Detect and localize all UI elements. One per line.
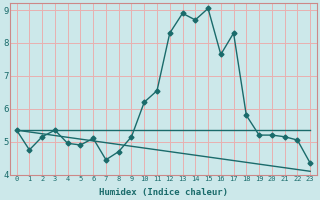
X-axis label: Humidex (Indice chaleur): Humidex (Indice chaleur): [99, 188, 228, 197]
